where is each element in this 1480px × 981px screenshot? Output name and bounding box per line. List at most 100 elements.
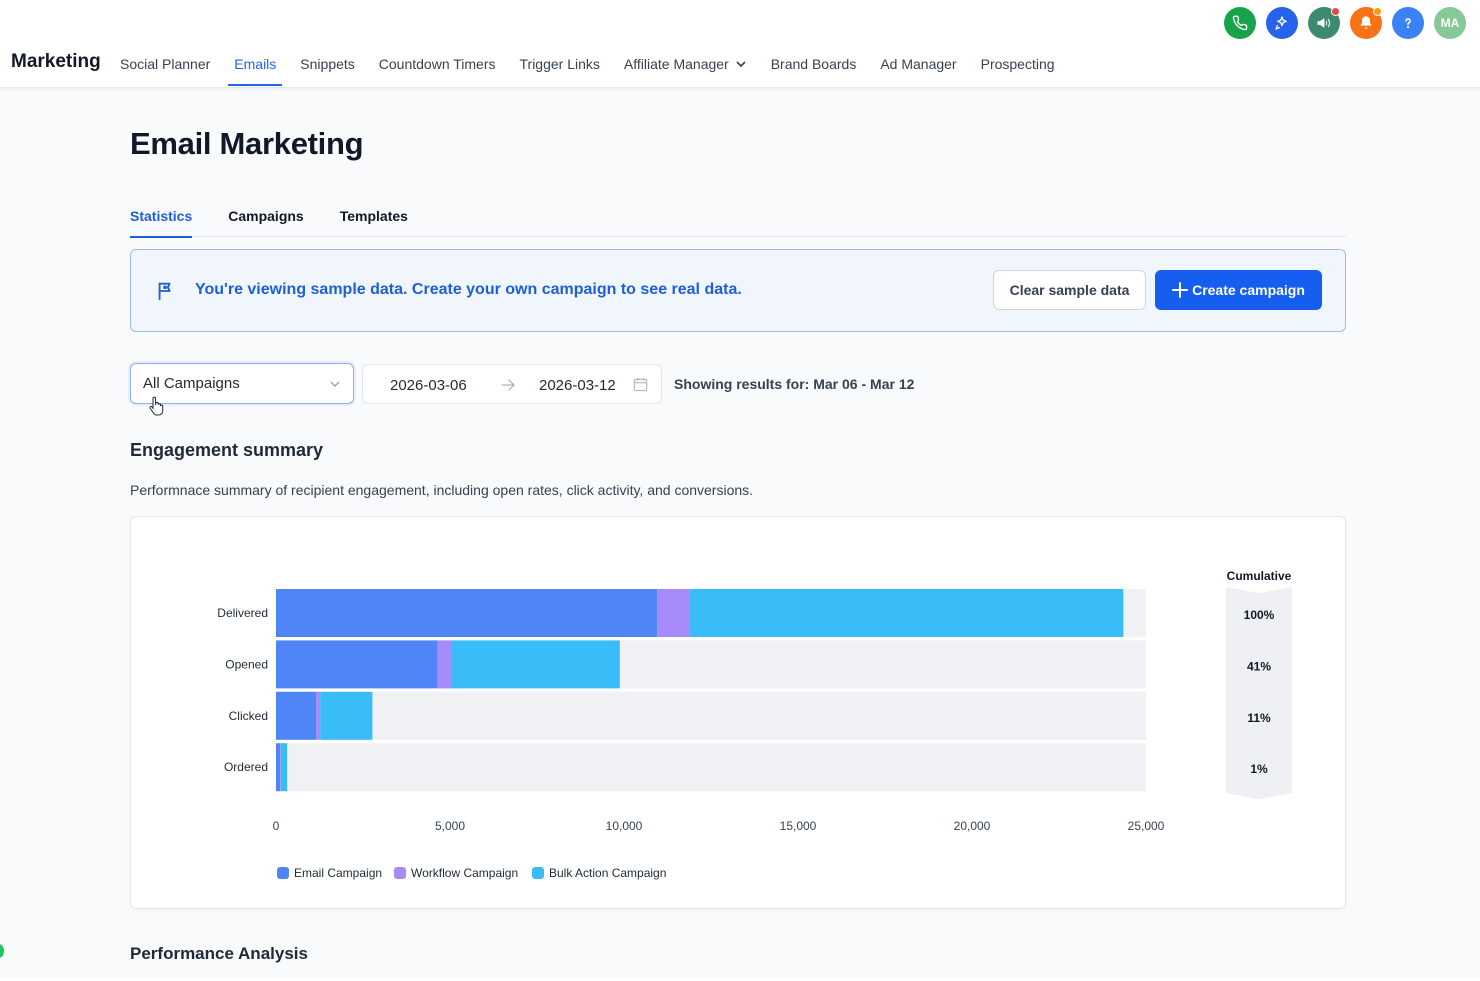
nav-item-label: Countdown Timers: [378, 56, 496, 72]
category-label: Opened: [225, 657, 268, 671]
cumulative-badge: [1226, 638, 1292, 697]
x-tick-label: 0: [273, 819, 280, 833]
x-tick-label: 10,000: [606, 819, 643, 833]
legend-swatch: [532, 867, 544, 879]
notifications-button[interactable]: [1350, 7, 1382, 39]
nav-item-snippets[interactable]: Snippets: [288, 40, 366, 88]
nav-item-label: Brand Boards: [770, 56, 857, 72]
category-label: Ordered: [224, 760, 268, 774]
sample-data-banner: You're viewing sample data. Create your …: [130, 249, 1346, 332]
help-icon: [1405, 18, 1411, 29]
date-start[interactable]: 2026-03-06: [390, 377, 467, 394]
x-tick-label: 25,000: [1128, 819, 1165, 833]
page-tabs: Statistics Campaigns Templates: [130, 203, 1346, 238]
chevron-down-icon: [330, 381, 340, 387]
ai-assistant-button[interactable]: [1266, 7, 1298, 39]
nav-item-label: Ad Manager: [880, 56, 957, 72]
nav-item-prospecting[interactable]: Prospecting: [969, 40, 1067, 88]
nav-item-label: Emails: [234, 56, 277, 72]
phone-icon: [1232, 15, 1248, 31]
nav-item-label: Prospecting: [980, 56, 1055, 72]
cumulative-badge: [1226, 689, 1292, 748]
megaphone-icon: [1317, 18, 1330, 28]
nav-item-emails[interactable]: Emails: [222, 40, 288, 88]
x-tick-label: 15,000: [780, 819, 817, 833]
tab-statistics[interactable]: Statistics: [130, 203, 193, 238]
nav-item-label: Social Planner: [120, 56, 211, 72]
banner-message: You're viewing sample data. Create your …: [195, 281, 742, 298]
date-range-picker[interactable]: 2026-03-06 2026-03-12: [362, 364, 662, 404]
cumulative-value: 100%: [1244, 608, 1275, 622]
nav-item-trigger-links[interactable]: Trigger Links: [508, 40, 612, 88]
campaign-select[interactable]: All Campaigns: [130, 363, 354, 404]
clear-sample-data-button[interactable]: Clear sample data: [993, 270, 1146, 310]
nav-item-label: Snippets: [300, 56, 355, 72]
engagement-summary-title: Engagement summary: [130, 440, 324, 460]
tab-campaigns[interactable]: Campaigns: [228, 208, 304, 224]
create-campaign-label: Create campaign: [1192, 282, 1305, 298]
bar-segment: [280, 743, 288, 792]
cumulative-value: 11%: [1247, 711, 1271, 725]
x-tick-label: 20,000: [954, 819, 991, 833]
cumulative-value: 1%: [1250, 762, 1268, 776]
plus-icon: [1172, 282, 1189, 298]
calendar-icon: [633, 377, 648, 392]
category-label: Clicked: [229, 709, 268, 723]
notification-dot: [1331, 7, 1340, 16]
results-range-text: Showing results for: Mar 06 - Mar 12: [674, 376, 915, 392]
announcements-button[interactable]: [1308, 7, 1340, 39]
nav-item-countdown-timers[interactable]: Countdown Timers: [367, 40, 508, 88]
help-button[interactable]: [1392, 7, 1424, 39]
bar-track: [276, 743, 1146, 792]
nav-item-label: Trigger Links: [519, 56, 600, 72]
notification-dot: [1373, 7, 1382, 16]
nav-item-brand-boards[interactable]: Brand Boards: [759, 40, 869, 88]
legend-label: Workflow Campaign: [411, 866, 518, 880]
nav-item-ad-manager[interactable]: Ad Manager: [868, 40, 968, 88]
create-campaign-button[interactable]: Create campaign: [1155, 270, 1322, 310]
cumulative-badge: [1226, 741, 1292, 800]
bar-track: [276, 691, 1146, 740]
bottom-strip: [0, 978, 1480, 981]
hand-cursor-icon: [149, 396, 164, 416]
sparkle-icon: [1275, 16, 1287, 30]
bar-segment: [437, 640, 452, 689]
bar-segment: [276, 640, 438, 689]
cumulative-header: Cumulative: [1227, 569, 1292, 583]
arrow-right-icon: [501, 379, 515, 391]
bar-segment: [320, 691, 373, 740]
user-avatar[interactable]: MA: [1434, 7, 1466, 39]
main-nav: Social Planner Emails Snippets Countdown Ti…: [108, 40, 1067, 88]
date-end[interactable]: 2026-03-12: [539, 377, 616, 394]
legend-label: Bulk Action Campaign: [549, 866, 666, 880]
tab-templates[interactable]: Templates: [339, 208, 408, 224]
bar-segment: [657, 589, 691, 637]
nav-item-affiliate-manager[interactable]: Affiliate Manager: [612, 40, 759, 88]
legend-swatch: [277, 867, 289, 879]
bar-segment: [276, 743, 281, 792]
phone-button[interactable]: [1224, 7, 1256, 39]
legend-label: Email Campaign: [294, 866, 382, 880]
status-dot: [0, 944, 4, 958]
cumulative-value: 41%: [1247, 659, 1271, 673]
bar-segment: [276, 589, 658, 637]
nav-item-social-planner[interactable]: Social Planner: [108, 40, 222, 88]
legend-swatch: [394, 867, 406, 879]
campaign-select-value: All Campaigns: [143, 375, 240, 392]
flag-icon: [158, 282, 171, 301]
category-label: Delivered: [217, 606, 268, 620]
app-brand: Marketing: [11, 51, 101, 72]
chevron-down-icon: [736, 61, 746, 68]
bar-segment: [280, 743, 281, 792]
bell-icon: [1360, 16, 1372, 29]
header-actions: MA: [1224, 7, 1466, 39]
page-title: Email Marketing: [130, 126, 364, 161]
engagement-chart: Delivered 100% Opened 41% Clicked 11% Ordered 1…: [217, 569, 1292, 880]
bar-segment: [690, 589, 1124, 637]
bar-segment: [316, 691, 321, 740]
engagement-summary-description: Performnace summary of recipient engagem…: [130, 482, 754, 498]
engagement-chart-card: Delivered 100% Opened 41% Clicked 11% Ordered 1…: [130, 516, 1346, 909]
bar-segment: [451, 640, 620, 689]
avatar-initials: MA: [1440, 16, 1460, 30]
bar-segment: [276, 691, 317, 740]
